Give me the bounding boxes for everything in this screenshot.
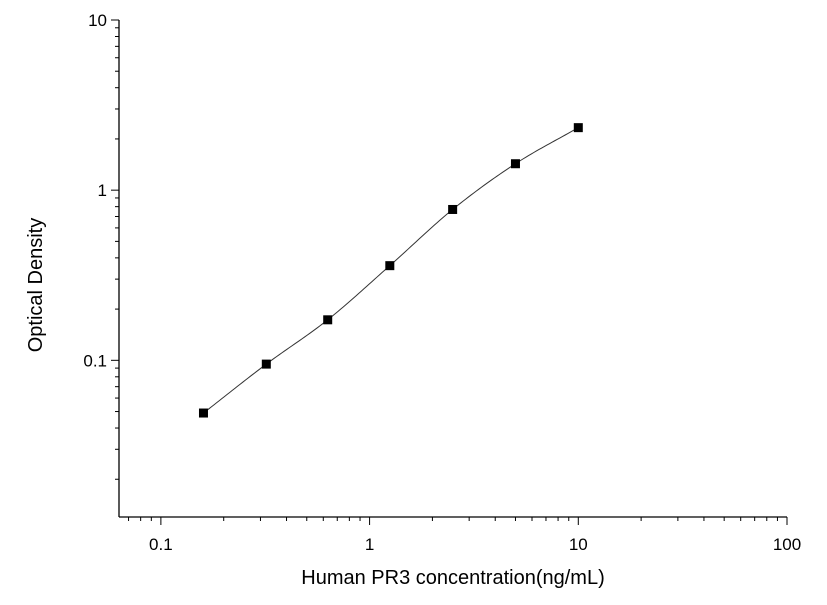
y-tick-label: 0.1 (83, 351, 107, 370)
data-point (573, 123, 583, 133)
fit-curve (203, 127, 579, 414)
x-tick-label: 0.1 (149, 535, 173, 554)
y-axis-title: Optical Density (25, 218, 47, 353)
data-point (448, 204, 458, 214)
x-tick-label: 100 (773, 535, 801, 554)
axes (118, 20, 787, 518)
x-tick-label: 1 (365, 535, 374, 554)
data-point (510, 159, 520, 169)
ticks: 0.1 1 10 100 0.1 1 10 (83, 11, 801, 554)
data-point (261, 359, 271, 369)
x-tick-label: 10 (569, 535, 588, 554)
data-point (198, 408, 208, 418)
data-points (198, 123, 583, 418)
data-point (385, 261, 395, 271)
y-tick-label: 10 (88, 11, 107, 30)
x-axis-title: Human PR3 concentration(ng/mL) (301, 567, 604, 589)
y-tick-label: 1 (98, 181, 107, 200)
data-point (323, 315, 333, 325)
